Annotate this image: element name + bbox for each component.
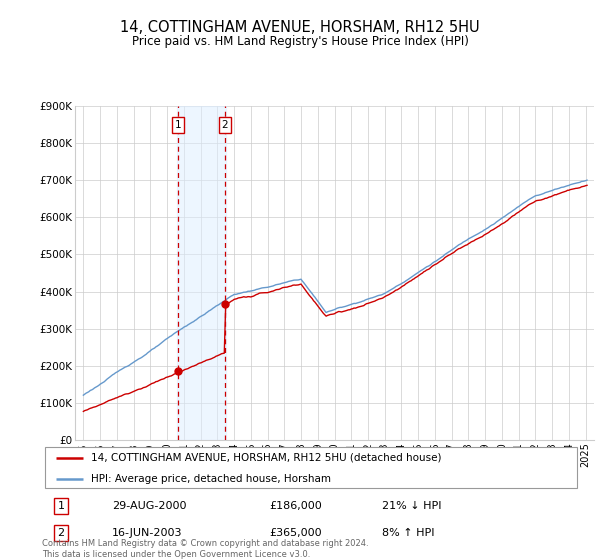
- Bar: [177, 106, 226, 440]
- Text: 29-AUG-2000: 29-AUG-2000: [112, 501, 187, 511]
- Text: HPI: Average price, detached house, Horsham: HPI: Average price, detached house, Hors…: [91, 474, 331, 484]
- Text: 14, COTTINGHAM AVENUE, HORSHAM, RH12 5HU (detached house): 14, COTTINGHAM AVENUE, HORSHAM, RH12 5HU…: [91, 452, 441, 463]
- Text: 16-JUN-2003: 16-JUN-2003: [112, 528, 183, 538]
- Text: 2: 2: [221, 120, 229, 130]
- Text: 2: 2: [58, 528, 64, 538]
- Text: 21% ↓ HPI: 21% ↓ HPI: [382, 501, 442, 511]
- FancyBboxPatch shape: [45, 447, 577, 488]
- Text: 1: 1: [58, 501, 64, 511]
- Text: 14, COTTINGHAM AVENUE, HORSHAM, RH12 5HU: 14, COTTINGHAM AVENUE, HORSHAM, RH12 5HU: [120, 20, 480, 35]
- Text: 8% ↑ HPI: 8% ↑ HPI: [382, 528, 434, 538]
- Text: Price paid vs. HM Land Registry's House Price Index (HPI): Price paid vs. HM Land Registry's House …: [131, 35, 469, 48]
- Text: £186,000: £186,000: [269, 501, 322, 511]
- Text: 1: 1: [175, 120, 181, 130]
- Text: £365,000: £365,000: [269, 528, 322, 538]
- Text: Contains HM Land Registry data © Crown copyright and database right 2024.
This d: Contains HM Land Registry data © Crown c…: [42, 539, 368, 559]
